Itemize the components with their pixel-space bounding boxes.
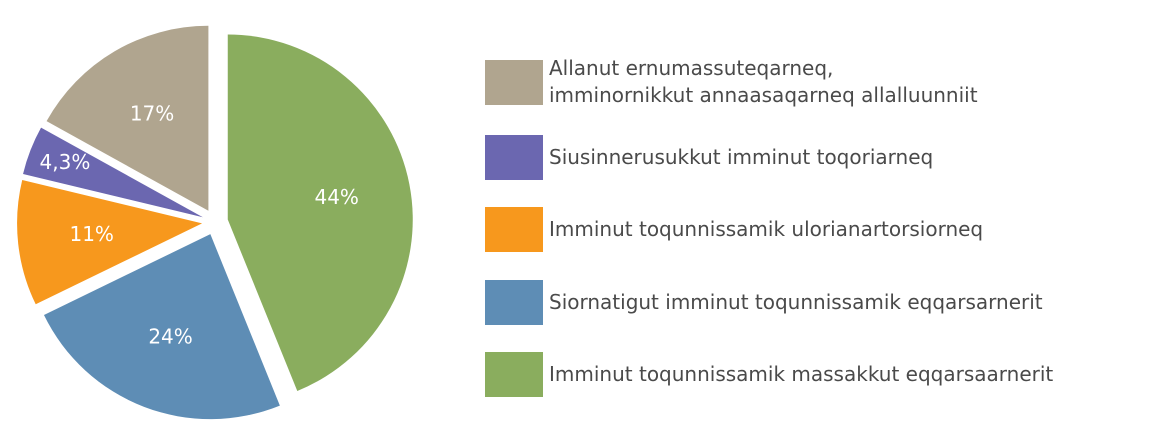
legend-item: Imminut toqunnissamik massakkut eqqarsaa… — [485, 352, 1053, 397]
legend-swatch — [485, 352, 543, 397]
slice-label: 11% — [69, 222, 113, 246]
slice-label: 4,3% — [40, 150, 91, 174]
legend-item: Allanut ernumassuteqarneq, imminornikkut… — [485, 55, 978, 109]
legend-item: Siornatigut imminut toqunnissamik eqqars… — [485, 280, 1043, 325]
legend-label: Siusinnerusukkut imminut toqoriarneq — [549, 145, 934, 169]
slice-label: 17% — [130, 102, 174, 126]
pie-slice — [43, 234, 280, 420]
pie-slice — [227, 34, 413, 391]
legend-swatch — [485, 59, 543, 105]
legend-label: Imminut toqunnissamik ulorianartorsiorne… — [549, 217, 984, 241]
slice-label: 24% — [148, 324, 192, 348]
legend-swatch — [485, 280, 543, 325]
legend-label: Allanut ernumassuteqarneq, imminornikkut… — [549, 56, 978, 107]
legend-swatch — [485, 207, 543, 252]
legend-item: Siusinnerusukkut imminut toqoriarneq — [485, 135, 933, 180]
legend-label: Imminut toqunnissamik massakkut eqqarsaa… — [549, 362, 1054, 386]
legend-item: Imminut toqunnissamik ulorianartorsiorne… — [485, 207, 983, 252]
pie-slice — [17, 180, 203, 305]
pie-slice — [46, 25, 209, 211]
legend-swatch — [485, 135, 543, 180]
pie-slice — [23, 127, 203, 218]
pie-chart: 17% 4,3% 11% 24% 44% — [17, 25, 413, 420]
legend: Allanut ernumassuteqarneq, imminornikkut… — [485, 0, 1155, 431]
slice-label: 44% — [314, 185, 358, 209]
legend-label: Siornatigut imminut toqunnissamik eqqars… — [549, 290, 1043, 314]
